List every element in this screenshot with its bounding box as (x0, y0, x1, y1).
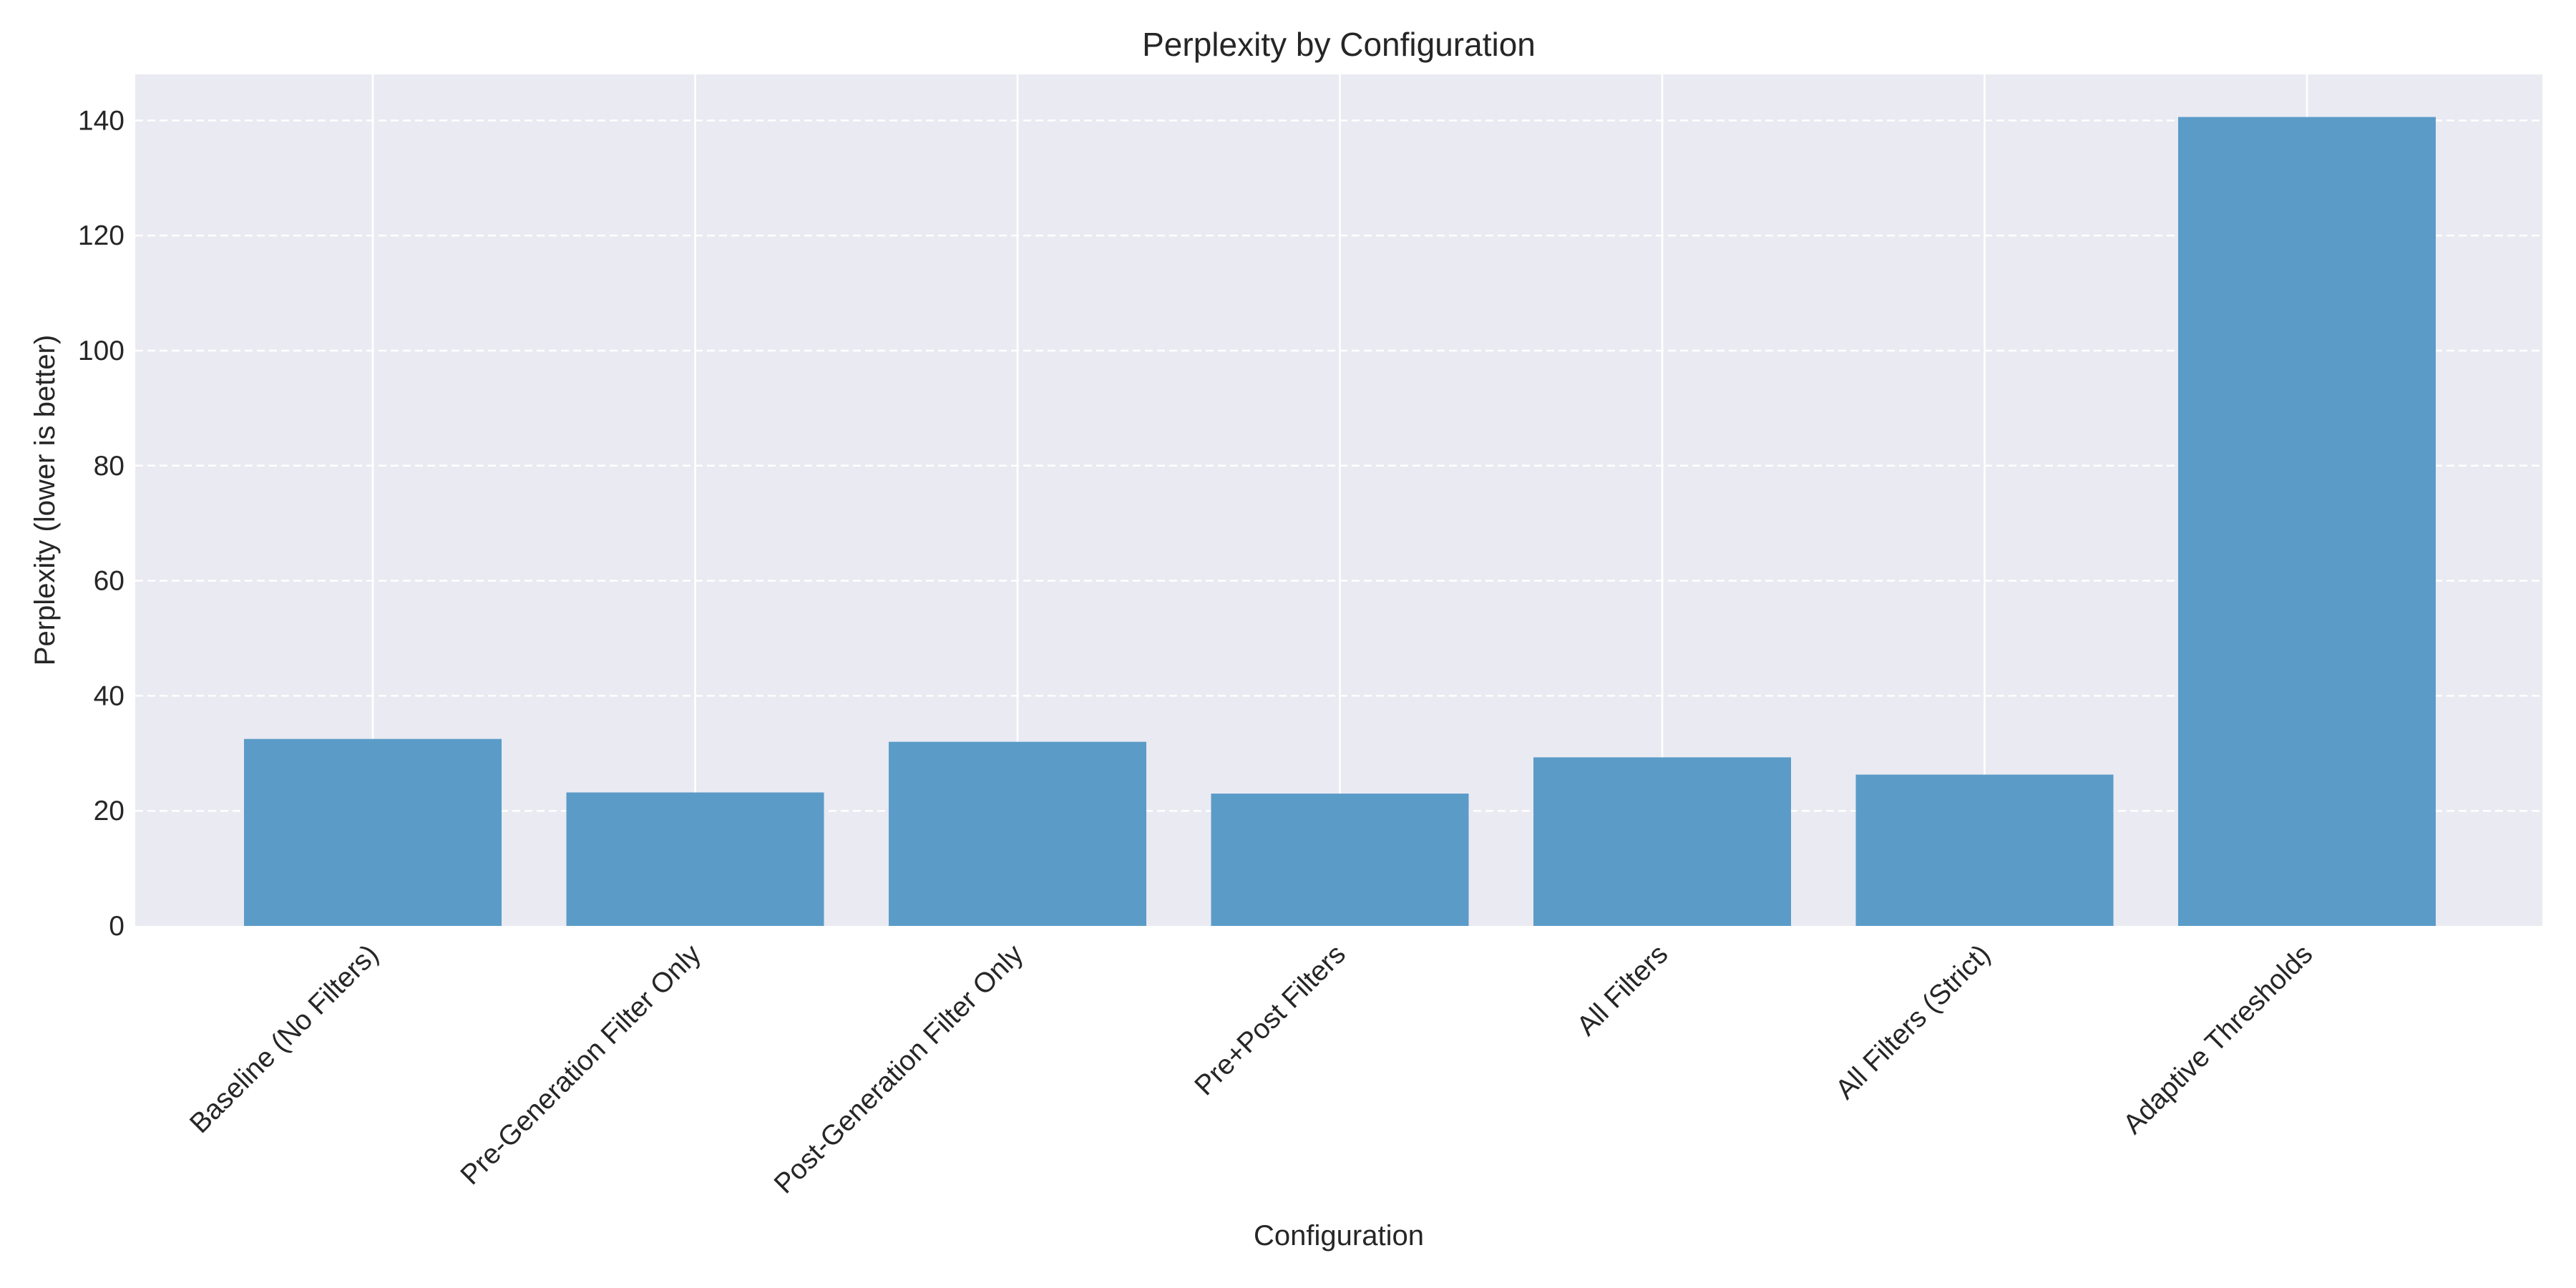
bar (1211, 794, 1469, 926)
bar-series (244, 117, 2436, 926)
y-axis-label: Perplexity (lower is better) (29, 335, 61, 665)
x-tick-label: All Filters (1571, 939, 1674, 1042)
bar (889, 741, 1146, 926)
x-tick-label: All Filters (Strict) (1830, 939, 1996, 1106)
y-tick-label: 120 (78, 220, 125, 251)
bar (244, 738, 502, 926)
x-tick-label: Post-Generation Filter Only (769, 939, 1030, 1200)
y-axis-tick-labels: 0 20 40 60 80 100 120 140 (78, 105, 125, 942)
y-tick-label: 60 (94, 566, 125, 597)
y-tick-label: 100 (78, 336, 125, 366)
bar (2178, 117, 2436, 926)
chart-title: Perplexity by Configuration (1142, 26, 1536, 63)
y-tick-label: 40 (94, 680, 125, 711)
x-tick-label: Pre-Generation Filter Only (455, 939, 708, 1191)
bar (1533, 757, 1791, 926)
x-axis-tick-labels: Baseline (No Filters) Pre-Generation Filt… (184, 939, 2318, 1200)
x-tick-label: Adaptive Thresholds (2117, 939, 2318, 1140)
x-tick-label: Baseline (No Filters) (184, 939, 384, 1139)
bar (566, 792, 824, 926)
y-tick-label: 20 (94, 796, 125, 826)
plot-area (135, 74, 2542, 926)
y-tick-label: 140 (78, 105, 125, 136)
bar (1855, 774, 2114, 926)
x-axis-label: Configuration (1254, 1220, 1424, 1252)
y-tick-label: 80 (94, 451, 125, 482)
x-tick-label: Pre+Post Filters (1189, 939, 1352, 1101)
y-tick-label: 0 (109, 911, 125, 942)
